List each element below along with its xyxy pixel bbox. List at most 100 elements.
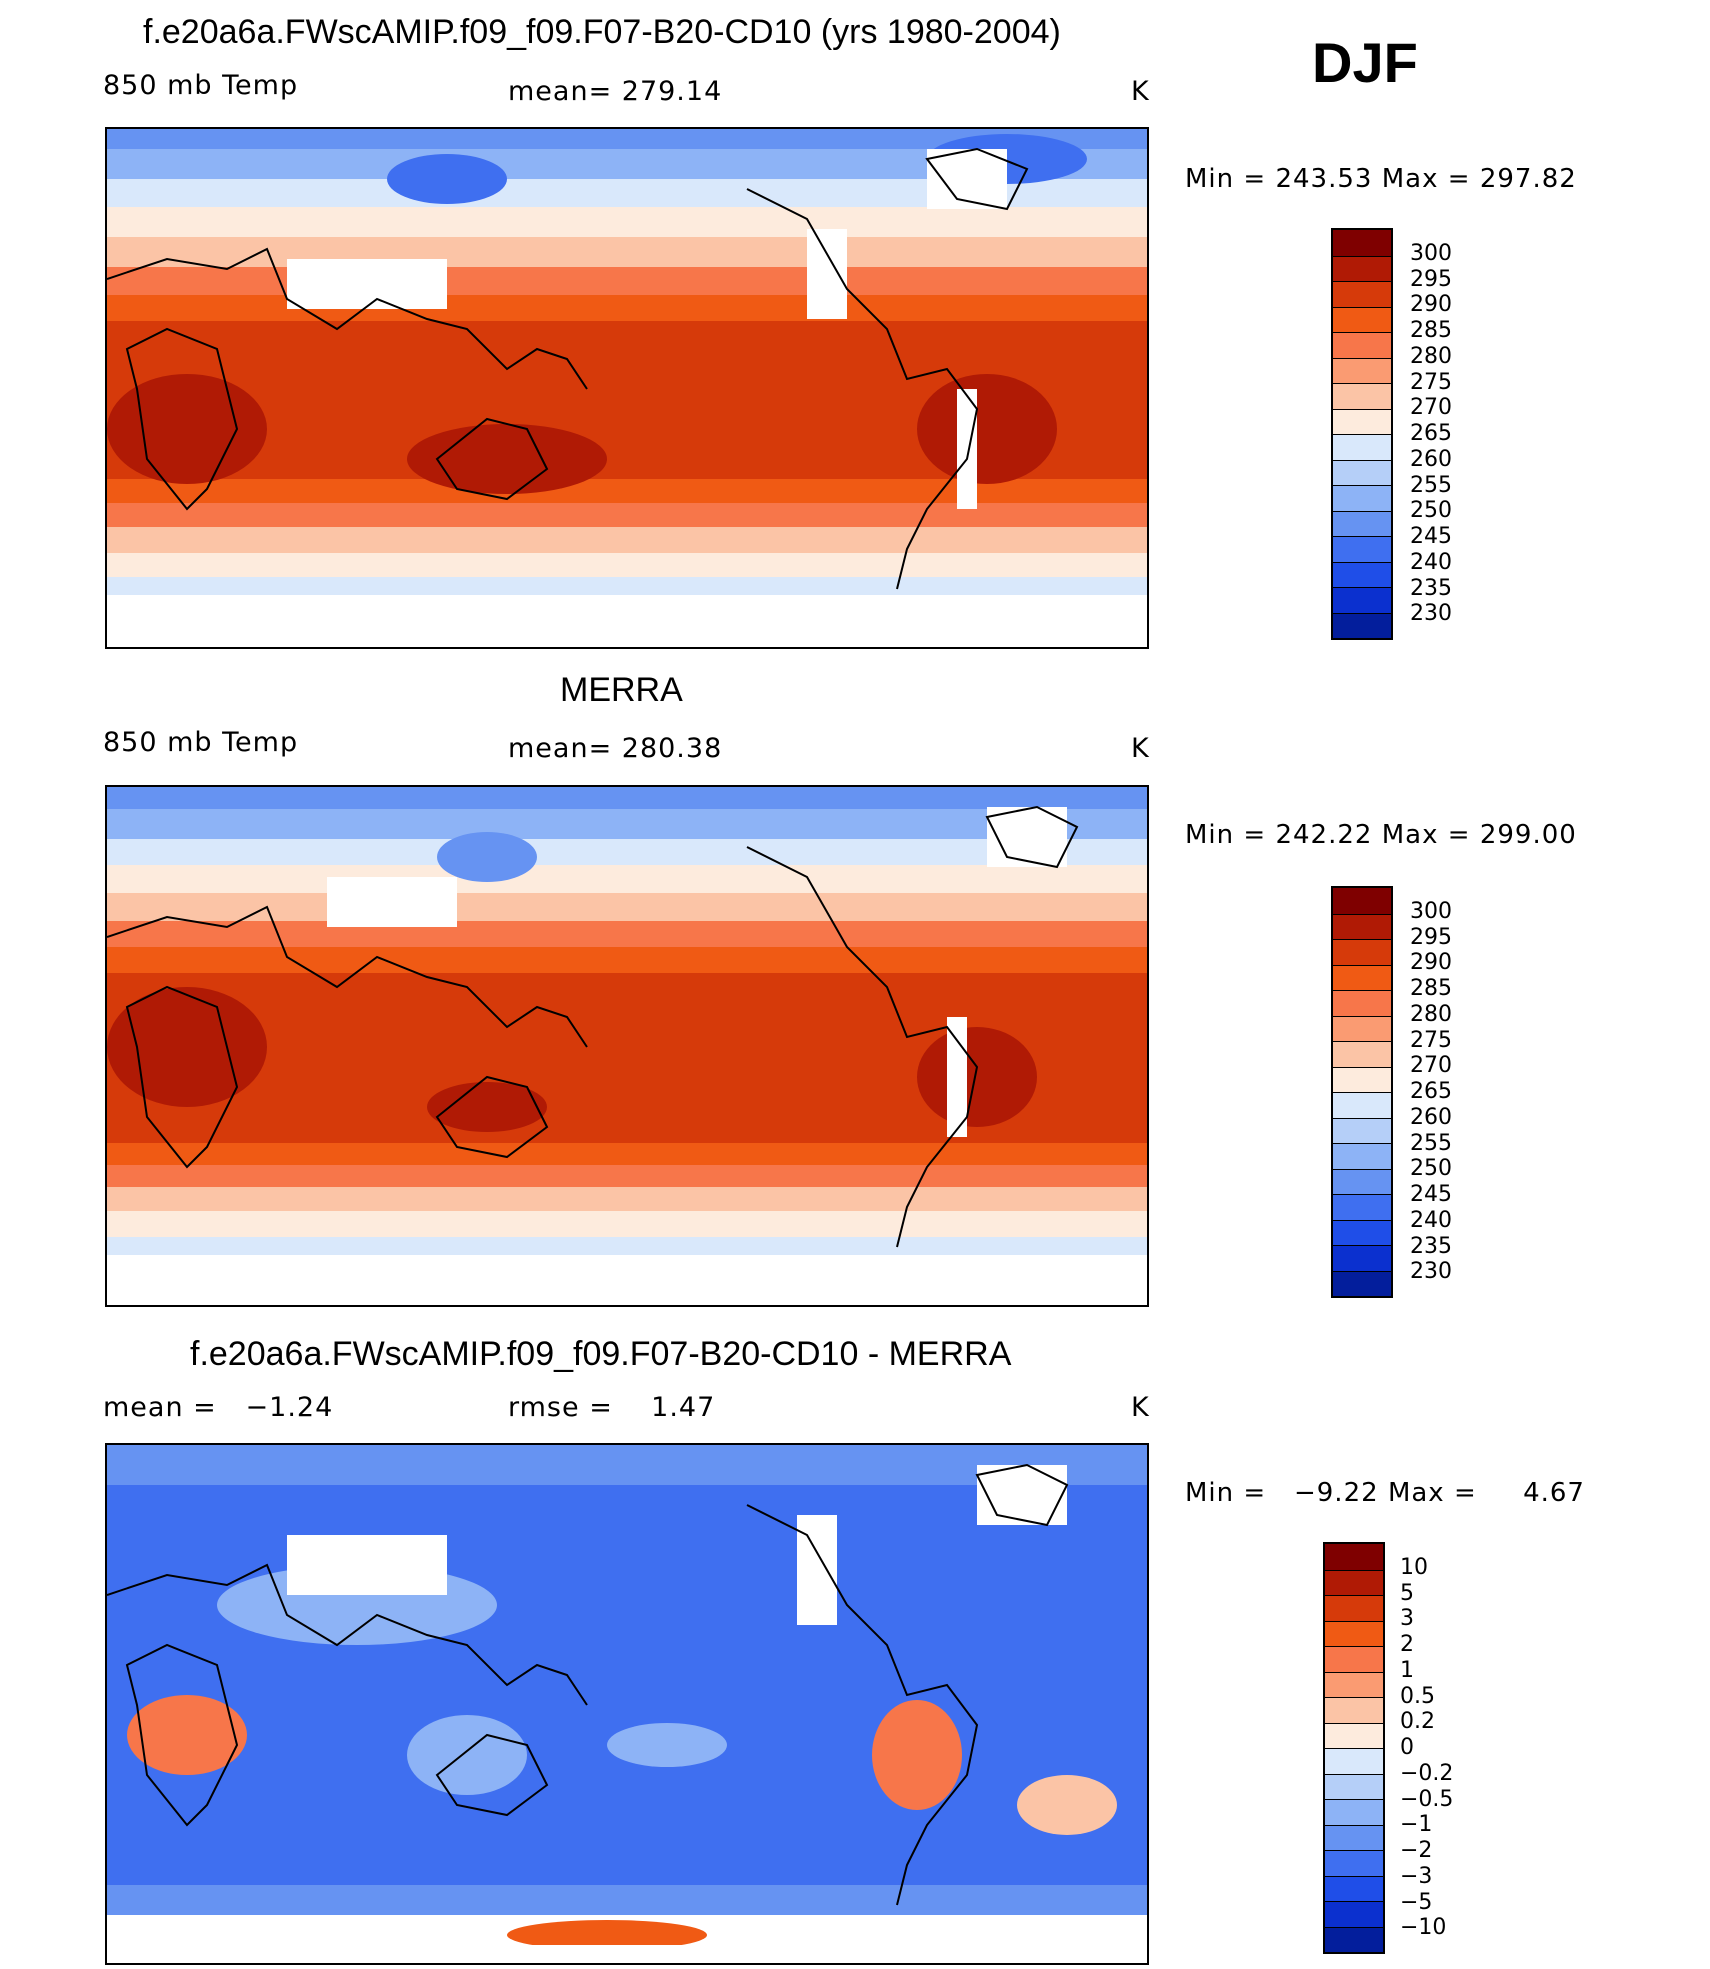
map-band (107, 129, 1147, 149)
colorbar-swatch (1333, 332, 1391, 358)
panel-obs-min-max: Min = 242.22 Max = 299.00 (1185, 820, 1577, 850)
map-band (107, 787, 1147, 809)
colorbar-tick-label: 250 (1410, 498, 1452, 524)
map-band (107, 527, 1147, 553)
colorbar-tick-label: 290 (1410, 292, 1452, 318)
map-region (807, 229, 847, 319)
colorbar-swatch (1333, 357, 1391, 383)
map-band (107, 1143, 1147, 1165)
colorbar-swatch (1325, 1850, 1383, 1876)
map-region (107, 374, 267, 484)
max-label: Max (1381, 820, 1439, 850)
panel-obs-mean-label: mean= 280.38 (508, 733, 723, 764)
min-label: Min (1185, 164, 1235, 194)
map-band (107, 207, 1147, 237)
colorbar-swatch (1333, 1245, 1391, 1271)
colorbar-swatch (1333, 1219, 1391, 1245)
colorbar-tick-label: 235 (1410, 575, 1452, 601)
colorbar-swatch (1333, 281, 1391, 307)
map-band (107, 1255, 1147, 1305)
colorbar-swatch (1333, 408, 1391, 434)
panel-model-map (105, 127, 1149, 649)
panel-diff-min-max: Min = −9.22 Max = 4.67 (1185, 1478, 1585, 1508)
colorbar-tick-label: 235 (1410, 1233, 1452, 1259)
min-value: 242.22 (1275, 820, 1373, 850)
colorbar-swatch (1333, 230, 1391, 256)
colorbar-tick-label: 230 (1410, 601, 1452, 627)
colorbar-tick-label: 0 (1400, 1735, 1414, 1760)
panel-model-colorbar (1331, 228, 1393, 640)
map-region (917, 1027, 1037, 1127)
map-band (107, 553, 1147, 577)
map-region (427, 1082, 547, 1132)
panel-diff-mean: mean = −1.24 (103, 1392, 333, 1423)
map-region (872, 1700, 962, 1810)
colorbar-tick-label: −0.5 (1400, 1786, 1454, 1812)
colorbar-tick-label: −0.2 (1400, 1760, 1454, 1786)
coastlines (107, 147, 1029, 590)
map-band (107, 1187, 1147, 1211)
colorbar-swatch (1333, 536, 1391, 562)
map-band (107, 1445, 1147, 1485)
colorbar-tick-label: 290 (1410, 950, 1452, 976)
colorbar-tick-label: 240 (1410, 1207, 1452, 1233)
colorbar-swatch (1325, 1722, 1383, 1748)
panel-obs-variable-label: 850 mb Temp (103, 727, 299, 758)
max-value: 299.00 (1479, 820, 1577, 850)
map-region (797, 1515, 837, 1625)
map-band (107, 503, 1147, 527)
colorbar-swatch (1325, 1748, 1383, 1774)
coastlines (107, 805, 1079, 1248)
colorbar-tick-label: 1 (1400, 1657, 1414, 1683)
map-band (107, 893, 1147, 921)
colorbar-swatch (1325, 1875, 1383, 1901)
map-region (287, 259, 447, 309)
map-region (407, 1715, 527, 1795)
mean-value: −1.24 (245, 1392, 334, 1423)
map-region (607, 1723, 727, 1767)
colorbar-swatch (1333, 1066, 1391, 1092)
panel-model-variable-label: 850 mb Temp (103, 70, 299, 101)
colorbar-tick-label: 255 (1410, 472, 1452, 498)
panel-obs-map (105, 785, 1149, 1307)
colorbar-swatch (1325, 1901, 1383, 1927)
panel-diff-units: K (1131, 1392, 1150, 1423)
map-region (107, 987, 267, 1107)
panel-diff-colorbar-labels: 10 5 3 2 1 0.5 0.2 0 −0.2 −0.5 −1 −2 −3 −5 −10 (1400, 1542, 1520, 1954)
colorbar-tick-label: 265 (1410, 421, 1452, 446)
map-region (987, 807, 1067, 867)
colorbar-tick-label: 230 (1410, 1259, 1452, 1285)
colorbar-swatch (1325, 1569, 1383, 1595)
colorbar-swatch (1333, 587, 1391, 613)
coastlines (107, 1463, 1069, 1906)
colorbar-swatch (1325, 1824, 1383, 1850)
panel-diff-colorbar (1323, 1542, 1385, 1954)
colorbar-tick-label: −10 (1400, 1915, 1447, 1941)
colorbar-tick-label: 0.5 (1400, 1683, 1435, 1709)
max-value: 4.67 (1523, 1478, 1585, 1508)
map-band (107, 865, 1147, 893)
panel-diff-rmse: rmse = 1.47 (508, 1392, 715, 1423)
map-region (957, 389, 977, 509)
colorbar-swatch (1333, 1041, 1391, 1067)
map-band (107, 921, 1147, 947)
map-band (107, 237, 1147, 267)
map-region (387, 154, 507, 204)
map-region (287, 1535, 447, 1595)
map-region (977, 1465, 1067, 1525)
colorbar-tick-label: 270 (1410, 1053, 1452, 1079)
map-band (107, 595, 1147, 647)
colorbar-swatch (1325, 1697, 1383, 1723)
colorbar-swatch (1333, 612, 1391, 638)
rmse-value: 1.47 (651, 1392, 716, 1423)
map-region (107, 1945, 1147, 1963)
map-band (107, 1211, 1147, 1237)
map-band (107, 1237, 1147, 1255)
colorbar-swatch (1325, 1926, 1383, 1952)
map-band (107, 1165, 1147, 1187)
colorbar-swatch (1333, 1143, 1391, 1169)
colorbar-tick-label: 0.2 (1400, 1709, 1435, 1735)
panel-obs-title: MERRA (560, 671, 683, 709)
colorbar-swatch (1333, 459, 1391, 485)
max-value: 297.82 (1479, 164, 1577, 194)
